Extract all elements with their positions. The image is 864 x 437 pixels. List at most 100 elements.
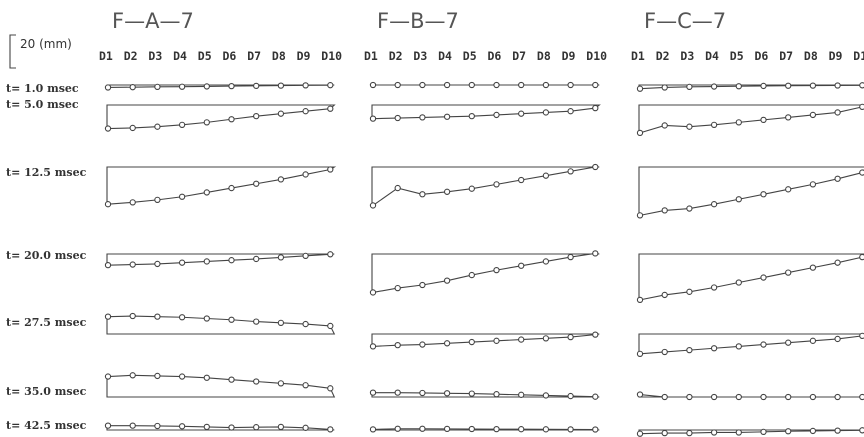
data-point-d6 (760, 341, 767, 348)
data-point-d1 (636, 391, 644, 398)
data-point-d4 (443, 81, 451, 89)
data-point-d8 (277, 423, 285, 431)
data-point-d2 (394, 284, 401, 292)
series-t-1 (636, 82, 864, 92)
data-point-d6 (228, 376, 235, 383)
data-point-d4 (443, 277, 451, 284)
panel-2: F—B—7 D1 D2 D3 D4 D5 D6 D7 D8 D9 D10 (364, 9, 607, 433)
data-point-d3 (419, 191, 426, 198)
data-point-d9 (302, 82, 309, 89)
data-point-d1 (104, 84, 112, 91)
data-point-d4 (178, 423, 186, 430)
data-point-d8 (277, 176, 285, 183)
data-point-d5 (468, 113, 475, 120)
data-point-d2 (129, 84, 136, 91)
data-point-d7 (518, 336, 525, 343)
station-label: D5 (730, 49, 744, 63)
data-point-d7 (518, 81, 525, 89)
data-point-d9 (567, 253, 574, 261)
data-point-d9 (567, 426, 574, 433)
deflection-line (107, 108, 331, 130)
data-point-d2 (394, 342, 401, 349)
data-point-d9 (302, 320, 309, 328)
time-labels: t= 1.0 msec t= 5.0 msec t= 12.5 msec t= … (6, 82, 87, 432)
time-label-4: t= 20.0 msec (6, 249, 87, 262)
data-point-d8 (542, 172, 550, 179)
data-point-d10 (592, 163, 599, 171)
data-point-d5 (203, 423, 210, 431)
series-t-7 (369, 425, 600, 433)
time-label-5: t= 27.5 msec (6, 316, 87, 329)
data-point-d8 (277, 380, 285, 387)
data-point-d8 (542, 392, 550, 399)
data-point-d6 (493, 111, 500, 119)
data-point-d10 (327, 385, 334, 392)
data-point-d8 (809, 393, 817, 401)
station-label: D2 (656, 49, 670, 63)
series-t-2 (636, 103, 864, 137)
data-point-d10 (592, 104, 599, 112)
data-point-d9 (302, 252, 309, 260)
data-point-d3 (154, 422, 161, 430)
data-point-d2 (661, 122, 668, 129)
data-point-d4 (178, 259, 186, 266)
data-point-d6 (228, 116, 235, 123)
data-point-d3 (154, 260, 161, 268)
data-point-d8 (542, 426, 550, 433)
data-point-d2 (661, 84, 668, 91)
data-point-d2 (129, 422, 136, 429)
series-t-6 (369, 389, 600, 400)
data-point-d1 (636, 85, 644, 92)
data-point-d4 (443, 340, 451, 347)
station-label: D5 (198, 49, 212, 63)
data-point-d3 (154, 372, 161, 380)
reference-frame (106, 166, 337, 205)
data-point-d7 (785, 339, 792, 346)
data-point-d3 (686, 205, 693, 212)
data-point-d2 (661, 207, 668, 214)
data-point-d7 (785, 82, 792, 89)
series-t-3 (636, 166, 864, 219)
data-point-d1 (636, 350, 644, 357)
data-point-d2 (661, 291, 668, 299)
station-label: D6 (223, 49, 237, 63)
station-label: D1 (364, 49, 378, 63)
series-t-4 (104, 251, 335, 269)
deflection-line (639, 256, 863, 301)
station-label: D8 (272, 49, 286, 63)
data-point-d2 (661, 348, 668, 356)
data-point-d5 (735, 196, 742, 203)
data-point-d10 (859, 427, 864, 434)
data-point-d10 (327, 166, 334, 173)
data-point-d2 (394, 184, 401, 192)
data-point-d10 (592, 426, 599, 433)
data-point-d10 (859, 169, 864, 176)
data-point-d8 (809, 427, 817, 435)
series-t-1 (369, 81, 600, 89)
time-label-6: t= 35.0 msec (6, 385, 87, 398)
data-point-d8 (542, 109, 550, 116)
data-point-d8 (277, 110, 285, 117)
data-point-d6 (760, 393, 767, 401)
data-point-d4 (710, 83, 718, 90)
series-t-6 (636, 391, 864, 401)
data-point-d8 (542, 335, 550, 342)
data-point-d4 (710, 201, 718, 208)
station-label: D2 (124, 49, 138, 63)
data-point-d4 (178, 373, 186, 380)
station-label: D9 (297, 49, 311, 63)
data-point-d4 (710, 393, 718, 401)
data-point-d7 (253, 255, 260, 263)
data-point-d8 (809, 337, 817, 344)
data-point-d7 (518, 262, 525, 269)
series-t-3 (369, 163, 600, 209)
deflection-line (107, 315, 331, 327)
data-point-d10 (592, 250, 599, 257)
data-point-d2 (661, 429, 668, 437)
data-point-d6 (228, 184, 235, 192)
data-point-d2 (129, 199, 136, 206)
data-point-d2 (394, 81, 401, 89)
data-point-d2 (129, 124, 136, 132)
deflection-line (639, 429, 863, 435)
data-point-d5 (468, 425, 475, 433)
